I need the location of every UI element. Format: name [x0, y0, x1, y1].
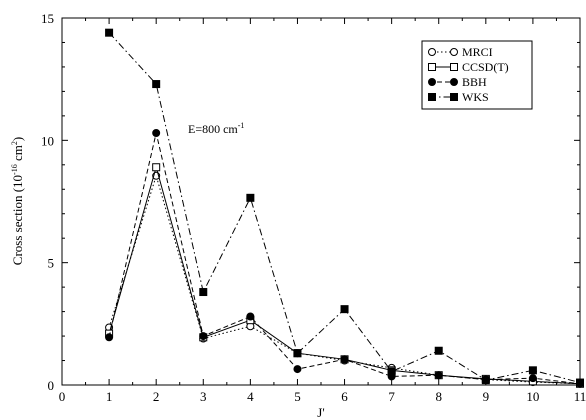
- energy-annotation-main: E=800 cm: [188, 122, 238, 136]
- series-wks: [105, 28, 584, 387]
- y-axis-title-mid: cm: [10, 145, 25, 164]
- series-layer: [105, 28, 584, 388]
- series-bbh: [105, 128, 584, 388]
- x-tick-label: 1: [106, 389, 113, 404]
- y-axis-title-main: Cross section (10: [10, 175, 25, 265]
- series-ccsd-t: [105, 163, 584, 388]
- legend-marker-bbh: [428, 78, 436, 86]
- axis-tick-labels: 0 1 2 3 4 5 6 7 8 9 10 11 0 5 10 15: [41, 11, 586, 404]
- x-tick-label: 2: [153, 389, 160, 404]
- legend-marker-mrci: [450, 48, 458, 56]
- legend-label-bbh: BBH: [462, 75, 487, 89]
- data-point-wks: [199, 288, 208, 297]
- data-point-wks: [246, 193, 255, 202]
- y-axis-title: Cross section (10-16 cm2): [10, 137, 25, 265]
- series-mrci: [105, 171, 584, 388]
- data-point-bbh: [105, 333, 114, 342]
- legend-label-mrci: MRCI: [462, 45, 493, 59]
- data-point-bbh: [246, 312, 255, 321]
- data-point-wks: [387, 367, 396, 376]
- x-tick-label: 10: [526, 389, 539, 404]
- x-tick-label: 6: [341, 389, 348, 404]
- data-point-wks: [152, 80, 161, 89]
- x-tick-label: 8: [435, 389, 442, 404]
- data-point-wks: [293, 349, 302, 358]
- legend-marker-wks: [450, 93, 458, 101]
- legend-marker-wks: [428, 93, 436, 101]
- data-point-wks: [576, 378, 584, 387]
- legend-marker-bbh: [450, 78, 458, 86]
- data-point-wks: [528, 366, 537, 375]
- data-point-wks: [434, 346, 443, 355]
- x-tick-label: 3: [200, 389, 207, 404]
- y-axis-title-exp1: -16: [10, 164, 19, 175]
- energy-annotation-exp: -1: [238, 121, 245, 130]
- data-point-bbh: [340, 355, 349, 364]
- series-line-mrci: [108, 174, 581, 385]
- y-axis-title-exp2: 2: [10, 141, 19, 145]
- series-line-ccsd-t: [108, 165, 581, 385]
- legend-marker-mrci: [428, 48, 436, 56]
- data-point-wks: [481, 376, 490, 385]
- y-tick-label: 0: [48, 378, 55, 393]
- legend-label-wks: WKS: [462, 90, 489, 104]
- data-point-bbh: [528, 374, 537, 383]
- data-point-wks: [340, 305, 349, 314]
- y-tick-label: 15: [41, 11, 54, 26]
- data-point-bbh: [152, 128, 161, 137]
- data-point-bbh: [199, 332, 208, 341]
- x-tick-label: 9: [483, 389, 490, 404]
- energy-annotation: E=800 cm-1: [188, 121, 244, 136]
- legend-marker-ccsd-t: [428, 63, 436, 71]
- x-tick-label: 5: [294, 389, 301, 404]
- data-point-bbh: [293, 365, 302, 374]
- data-point-ccsd-t: [152, 163, 161, 172]
- data-point-wks: [105, 28, 114, 37]
- legend-label-ccsd-t: CCSD(T): [462, 60, 509, 74]
- x-tick-label: 7: [388, 389, 395, 404]
- data-point-bbh: [434, 371, 443, 380]
- y-tick-label: 5: [48, 256, 55, 271]
- legend-marker-ccsd-t: [450, 63, 458, 71]
- x-tick-label: 4: [247, 389, 254, 404]
- x-tick-label: 0: [59, 389, 66, 404]
- y-axis-title-end: ): [10, 137, 25, 141]
- y-tick-label: 10: [41, 133, 54, 148]
- x-axis-title: J': [317, 405, 324, 420]
- x-tick-label: 11: [574, 389, 586, 404]
- legend-box: [421, 40, 533, 110]
